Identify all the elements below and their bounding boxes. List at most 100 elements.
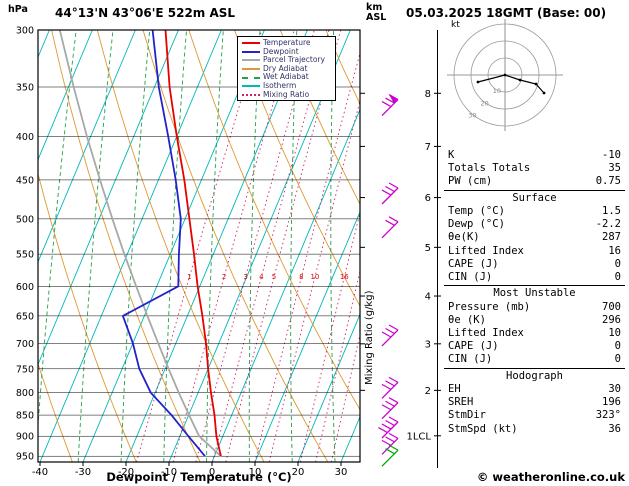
wet-adiabat-line bbox=[38, 30, 77, 431]
info-row: Totals Totals 35 bbox=[444, 162, 625, 175]
pressure-tick-label: 600 bbox=[16, 282, 34, 293]
dry-adiabat-line bbox=[142, 30, 329, 462]
temp-tick-label: 20 bbox=[292, 467, 305, 478]
isotherm-line bbox=[168, 30, 351, 462]
info-table: K -10 Totals Totals 35 PW (cm) 0.75 Surface Tem… bbox=[444, 149, 625, 436]
isotherm-line bbox=[125, 30, 308, 462]
mixing-ratio-line bbox=[136, 30, 263, 462]
mixing-ratio-value: 8 bbox=[299, 273, 303, 281]
info-value: 700 bbox=[602, 300, 621, 313]
temp-tick-label: 10 bbox=[249, 467, 262, 478]
temp-tick-label: 0 bbox=[209, 467, 215, 478]
wet-adiabat-line bbox=[370, 30, 378, 462]
legend-item: Dry Adiabat bbox=[238, 63, 335, 74]
parcel-trajectory-curve bbox=[58, 30, 222, 457]
info-value: 0 bbox=[614, 353, 621, 366]
info-label: CIN (J) bbox=[448, 353, 493, 366]
info-label: Dewp (°C) bbox=[448, 218, 505, 231]
pressure-tick-label: 550 bbox=[16, 250, 34, 261]
temp-tick-label: -30 bbox=[75, 467, 91, 478]
legend-item: Parcel Trajectory bbox=[238, 56, 335, 65]
info-row: Temp (°C) 1.5 bbox=[444, 205, 625, 218]
legend-item: Temperature bbox=[238, 38, 335, 48]
isotherm-line bbox=[384, 30, 444, 462]
legend-item: Mixing Ratio bbox=[238, 90, 335, 100]
info-value: -2.2 bbox=[595, 218, 621, 231]
info-label: Temp (°C) bbox=[448, 205, 505, 218]
info-row: CAPE (J) 0 bbox=[444, 258, 625, 271]
km-tick-label: 2 bbox=[425, 386, 431, 397]
isotherm-line bbox=[254, 210, 360, 462]
km-tick-label: 6 bbox=[425, 193, 431, 204]
wind-barb bbox=[381, 324, 399, 347]
legend-item: Isotherm bbox=[238, 80, 335, 91]
mixing-ratio-line bbox=[268, 99, 360, 462]
wet-adiabat-line bbox=[120, 30, 151, 462]
wind-barb bbox=[381, 182, 399, 205]
section-title: Most Unstable bbox=[444, 285, 625, 300]
temp-tick-label: 30 bbox=[335, 467, 348, 478]
legend-swatch bbox=[242, 50, 260, 53]
info-label: K bbox=[448, 149, 455, 161]
altitude-unit-label: km ASL bbox=[366, 3, 386, 23]
info-label: Lifted Index bbox=[448, 327, 524, 340]
temperature-axis-label: Dewpoint / Temperature (°C) bbox=[106, 470, 292, 484]
dry-adiabat-line bbox=[38, 362, 73, 462]
legend-swatch bbox=[242, 85, 260, 88]
info-row: SREH 196 bbox=[444, 396, 625, 409]
info-value: -10 bbox=[602, 149, 621, 161]
dry-adiabat-line bbox=[96, 30, 265, 462]
pressure-tick-label: 450 bbox=[16, 175, 34, 186]
km-tick-label: 4 bbox=[425, 292, 431, 303]
info-label: CAPE (J) bbox=[448, 340, 499, 353]
legend-label: Wet Adiabat bbox=[263, 72, 309, 82]
asl-label: ASL bbox=[366, 12, 387, 23]
info-label: Lifted Index bbox=[448, 244, 524, 257]
legend-item: Wet Adiabat bbox=[238, 73, 335, 82]
pressure-unit-label: hPa bbox=[8, 4, 28, 15]
mixing-ratio-value: 10 bbox=[310, 273, 319, 281]
mixing-ratio-value: 4 bbox=[259, 273, 264, 281]
isotherm-line bbox=[211, 108, 360, 462]
info-value: 30 bbox=[608, 383, 621, 396]
km-tick-label: 3 bbox=[425, 339, 431, 350]
isotherm-line bbox=[38, 30, 136, 264]
hodograph-unit-label: kt bbox=[451, 20, 460, 30]
temp-tick-label: -20 bbox=[118, 467, 134, 478]
mixing-ratio-value: 1 bbox=[187, 273, 191, 281]
isotherm-line bbox=[0, 30, 6, 462]
wind-barb bbox=[381, 376, 399, 399]
legend: Temperature Dewpoint Parcel Trajectory Dry … bbox=[237, 36, 336, 102]
temp-tick-label: -40 bbox=[32, 467, 48, 478]
hodo-point bbox=[476, 80, 480, 84]
dry-adiabat-line bbox=[38, 172, 137, 462]
info-row: CIN (J) 0 bbox=[444, 353, 625, 366]
info-label: StmDir bbox=[448, 409, 486, 422]
info-row: StmSpd (kt) 36 bbox=[444, 423, 625, 436]
info-value: 10 bbox=[608, 327, 621, 340]
pressure-tick-label: 300 bbox=[16, 26, 34, 37]
plot-border bbox=[37, 29, 361, 463]
info-row: θe (K) 296 bbox=[444, 314, 625, 327]
info-label: SREH bbox=[448, 396, 474, 409]
km-tick-label: 8 bbox=[425, 89, 431, 100]
legend-swatch bbox=[242, 93, 260, 96]
info-label: CIN (J) bbox=[448, 271, 493, 284]
legend-swatch bbox=[242, 76, 260, 79]
hodo-point bbox=[542, 91, 546, 95]
info-value: 0 bbox=[614, 257, 621, 270]
info-value: 296 bbox=[602, 313, 621, 326]
dry-adiabat-line bbox=[51, 30, 201, 462]
datetime-title: 05.03.2025 18GMT (Base: 00) bbox=[406, 6, 607, 20]
info-value: 16 bbox=[608, 244, 621, 257]
info-row: CIN (J) 0 bbox=[444, 271, 625, 284]
info-value: 0 bbox=[614, 340, 621, 353]
wind-barb bbox=[381, 444, 399, 467]
km-label: km bbox=[366, 2, 383, 13]
pressure-tick-label: 750 bbox=[16, 364, 34, 375]
wet-adiabat-line bbox=[248, 30, 261, 462]
legend-label: Isotherm bbox=[263, 80, 297, 90]
legend-label: Dry Adiabat bbox=[263, 63, 308, 73]
info-value: 287 bbox=[602, 231, 621, 244]
info-value: 36 bbox=[608, 422, 621, 435]
